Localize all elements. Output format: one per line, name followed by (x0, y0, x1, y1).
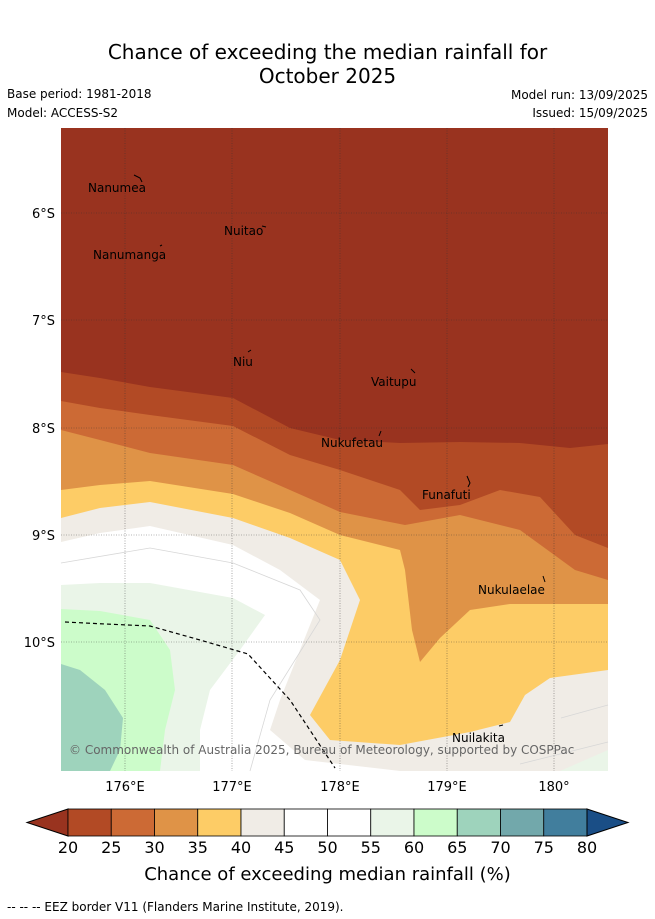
map-area: Nanumea Nuitao Nanumanga Niu Vaitupu Nuk… (24, 128, 609, 795)
colorbar-segment (500, 808, 545, 837)
colorbar-tick-label: 45 (274, 838, 294, 857)
colorbar-segment (110, 808, 155, 837)
island-label-vaitupu: Vaitupu (371, 375, 417, 389)
island-label-funafuti: Funafuti (422, 488, 471, 502)
island-label-nuitao: Nuitao (224, 224, 263, 238)
issued-date: Issued: 15/09/2025 (532, 106, 648, 120)
colorbar-tick-label: 55 (361, 838, 381, 857)
lon-axis-labels: 176°E 177°E 178°E 179°E 180° (105, 780, 569, 795)
island-shapes (133, 174, 546, 727)
lat-label-9s: 9°S (32, 529, 55, 544)
band-65-70 (61, 664, 123, 771)
colorbar-segment (240, 808, 285, 837)
colorbar-tick-label: 60 (404, 838, 424, 857)
colorbar-segment (543, 808, 588, 837)
title-line-1: Chance of exceeding the median rainfall … (107, 40, 548, 64)
colorbar-segment (154, 808, 199, 837)
lon-label-176e: 176°E (105, 780, 145, 795)
colorbar-tick-label: 20 (58, 838, 78, 857)
lat-label-7s: 7°S (32, 314, 55, 329)
island-label-nukulaelae: Nukulaelae (478, 583, 545, 597)
colorbar-tick-label: 25 (101, 838, 121, 857)
lat-label-10s: 10°S (24, 636, 55, 651)
lat-label-6s: 6°S (32, 207, 55, 222)
eez-border-note: -- -- -- EEZ border V11 (Flanders Marine… (7, 900, 344, 914)
colorbar-tick-label: 80 (577, 838, 597, 857)
model-run: Model run: 13/09/2025 (510, 88, 648, 102)
contour-lines (60, 547, 609, 772)
colorbar-tick-label: 35 (188, 838, 208, 857)
colorbar-tick-label: 75 (534, 838, 554, 857)
colorbar-tick-label: 30 (144, 838, 164, 857)
colorbar-segment (456, 808, 501, 837)
island-label-niu: Niu (233, 355, 253, 369)
title-line-2: October 2025 (258, 64, 397, 88)
colorbar-segment (327, 808, 372, 837)
colorbar: 20 25 30 35 40 45 50 55 60 65 70 75 80 (25, 808, 630, 857)
colorbar-tick-label: 50 (317, 838, 337, 857)
island-label-nukufetau: Nukufetau (321, 436, 383, 450)
colorbar-segment (283, 808, 328, 837)
colorbar-under-arrow (25, 808, 69, 837)
colorbar-tick-label: 40 (231, 838, 251, 857)
island-label-nuilakita: Nuilakita (452, 731, 505, 745)
colorbar-tick-label: 65 (447, 838, 467, 857)
lon-label-178e: 178°E (320, 780, 360, 795)
lon-label-177e: 177°E (212, 780, 252, 795)
base-period: Base period: 1981-2018 (7, 87, 152, 101)
island-label-nanumea: Nanumea (88, 181, 146, 195)
graticule (61, 128, 608, 771)
colorbar-segment (67, 808, 112, 837)
island-label-nanumanga: Nanumanga (93, 248, 166, 262)
island-labels: Nanumea Nuitao Nanumanga Niu Vaitupu Nuk… (88, 181, 545, 745)
colorbar-segment (370, 808, 415, 837)
lon-label-179e: 179°E (427, 780, 467, 795)
lon-label-180: 180° (538, 780, 569, 795)
copyright-notice: © Commonwealth of Australia 2025, Bureau… (69, 743, 574, 757)
colorbar-title: Chance of exceeding median rainfall (%) (144, 864, 511, 885)
model-name: Model: ACCESS-S2 (7, 106, 119, 120)
chart-title: Chance of exceeding the median rainfall … (0, 40, 655, 88)
colorbar-tick-label: 70 (490, 838, 510, 857)
colorbar-segment (197, 808, 242, 837)
colorbar-over-arrow (586, 808, 630, 837)
lat-axis-labels: 6°S 7°S 8°S 9°S 10°S (24, 207, 55, 651)
band-55-60-east (560, 750, 608, 771)
colorbar-segment (413, 808, 458, 837)
lat-label-8s: 8°S (32, 422, 55, 437)
